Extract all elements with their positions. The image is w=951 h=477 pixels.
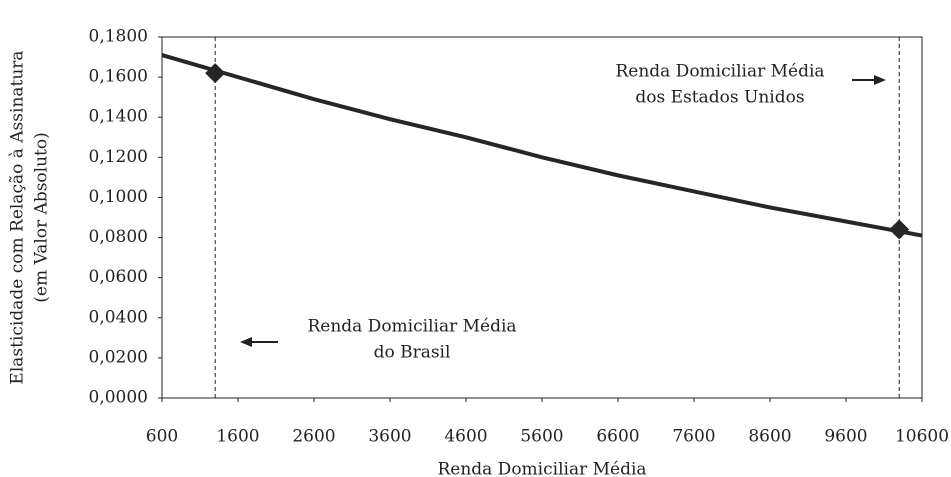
y-tick-label: 0,1600 [89, 67, 148, 87]
y-tick-label: 0,0200 [89, 347, 148, 367]
x-tick-label: 8600 [748, 427, 791, 447]
x-tick-label: 4600 [444, 427, 487, 447]
marker [205, 63, 226, 84]
y-tick-label: 0,1800 [89, 27, 148, 47]
marker [889, 219, 910, 240]
y-axis-label: (em Valor Absoluto) [32, 132, 52, 302]
x-tick-label: 3600 [368, 427, 411, 447]
line [161, 53, 923, 238]
plot-frame [161, 36, 923, 399]
x-tick-label: 10600 [895, 427, 949, 447]
x-tick-label: 1600 [216, 427, 259, 447]
y-axis-label: Elasticidade com Relação à Assinatura [8, 50, 28, 384]
y-tick-label: 0,1000 [89, 187, 148, 207]
annotation: do Brasil [374, 343, 451, 363]
y-tick-label: 0,0600 [89, 267, 148, 287]
arrow-head [240, 337, 252, 347]
x-tick-label: 600 [146, 427, 178, 447]
x-axis-label: Renda Domiciliar Média [437, 460, 646, 477]
x-tick-label: 6600 [596, 427, 639, 447]
y-tick-label: 0,0000 [89, 388, 148, 408]
annotation: Renda Domiciliar Média [615, 62, 824, 82]
arrow-head [874, 75, 886, 85]
y-tick-label: 0,1200 [89, 147, 148, 167]
x-tick-label: 2600 [292, 427, 335, 447]
y-tick-label: 0,0800 [89, 227, 148, 247]
x-tick-label: 7600 [672, 427, 715, 447]
annotation: Renda Domiciliar Média [307, 317, 516, 337]
x-tick-label: 5600 [520, 427, 563, 447]
y-tick-label: 0,1400 [89, 107, 148, 127]
annotation: dos Estados Unidos [635, 88, 804, 108]
y-tick-label: 0,0400 [89, 307, 148, 327]
x-tick-label: 9600 [824, 427, 867, 447]
